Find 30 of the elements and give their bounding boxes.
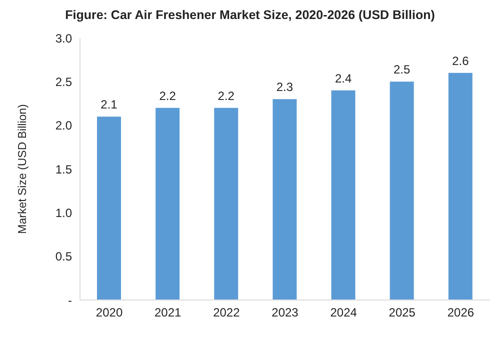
x-tick-label: 2023 [272, 306, 299, 320]
data-label: 2.5 [394, 62, 411, 77]
bar [448, 72, 472, 300]
data-label: 2.3 [276, 80, 294, 94]
bar [390, 82, 414, 300]
y-tick-label: 2.5 [55, 74, 72, 89]
x-tick-label: 2022 [213, 306, 240, 320]
y-tick-label: 1.5 [55, 162, 72, 176]
y-tick-label: 0.5 [55, 250, 72, 264]
bar [156, 108, 180, 300]
x-tick-label: 2024 [330, 306, 358, 320]
x-tick-label: 2026 [447, 306, 474, 320]
bar [331, 90, 356, 300]
data-label: 2.1 [100, 98, 118, 112]
x-tick-label: 2021 [154, 306, 182, 320]
y-tick-label: 3.0 [55, 31, 72, 46]
bar [272, 99, 297, 300]
y-tick-label: - [68, 293, 72, 308]
data-label: 2.4 [334, 71, 352, 86]
bar [214, 108, 238, 300]
y-tick-label: 1.0 [55, 206, 72, 220]
y-tick-label: 2.0 [55, 118, 72, 133]
chart-title: Figure: Car Air Freshener Market Size, 2020-2026 (USD Billion) [64, 8, 436, 24]
data-label: 2.2 [218, 88, 235, 103]
y-axis-title: Market Size (USD Billion) [17, 104, 30, 234]
data-label: 2.2 [159, 88, 176, 103]
x-tick-label: 2025 [388, 306, 416, 320]
data-label: 2.6 [452, 54, 470, 68]
x-tick-label: 2020 [96, 306, 123, 320]
bar [97, 116, 121, 300]
